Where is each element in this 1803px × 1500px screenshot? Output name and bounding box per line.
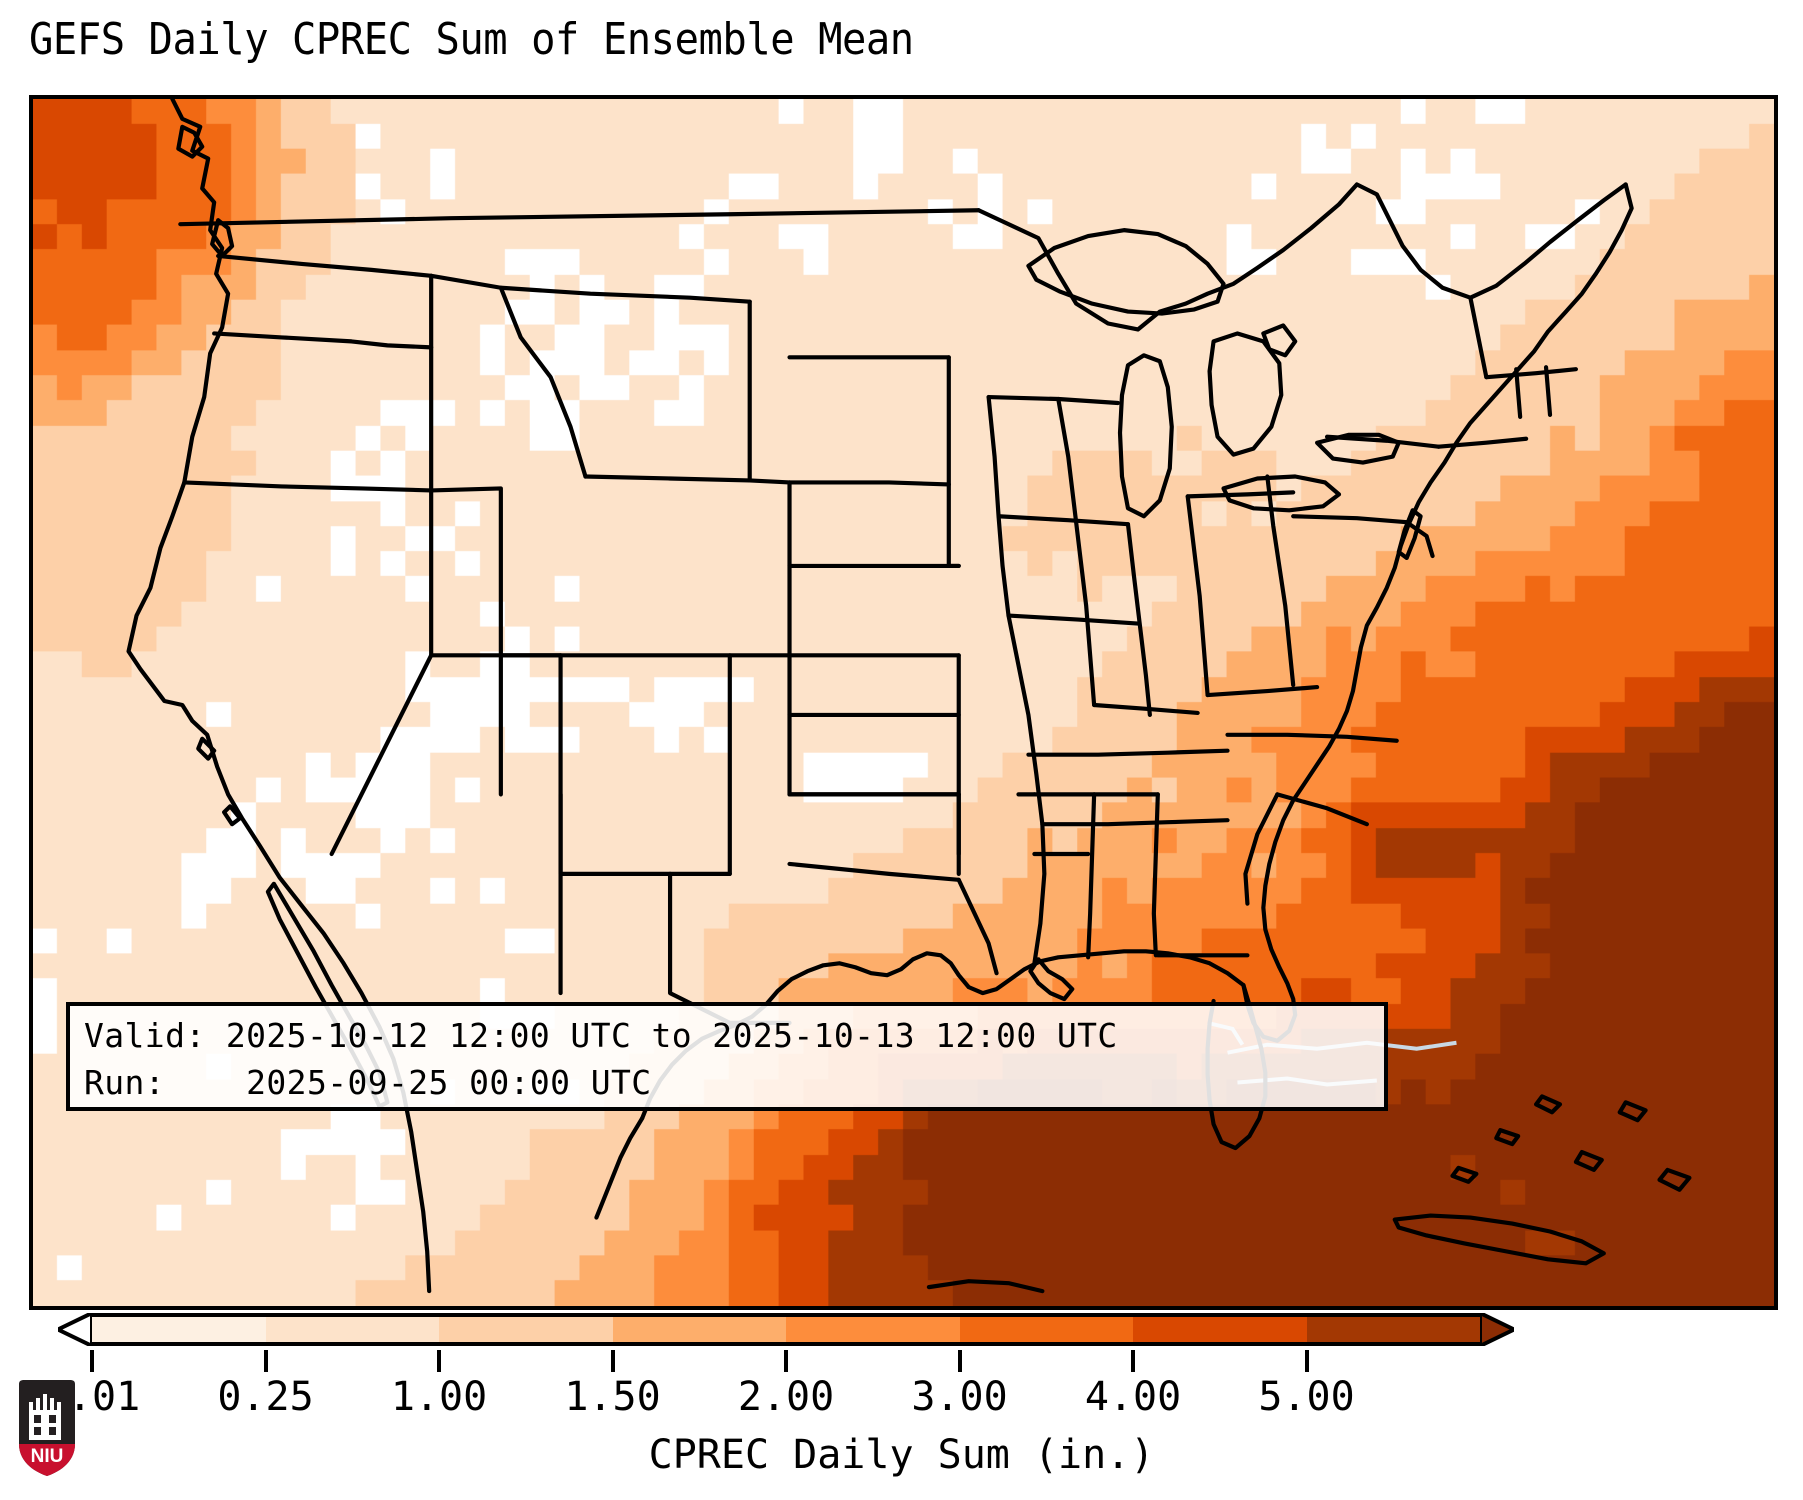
colorbar-tick-6: [1131, 1350, 1135, 1372]
colorbar-segment-1: [265, 1317, 439, 1342]
page-title: GEFS Daily CPREC Sum of Ensemble Mean: [29, 14, 914, 65]
run-time-line: Run: 2025-09-25 00:00 UTC: [84, 1063, 652, 1102]
colorbar-tick-0: [90, 1350, 94, 1372]
colorbar-tick-5: [957, 1350, 962, 1372]
colorbar-tick-label-4: 2.00: [737, 1374, 835, 1420]
colorbar-segment-6: [1133, 1317, 1307, 1342]
colorbar-tick-4: [784, 1350, 788, 1372]
colorbar: [0, 1313, 1803, 1353]
colorbar-tick-7: [1304, 1350, 1309, 1372]
logo-castle-windows: [34, 1415, 56, 1435]
colorbar-over-arrow: [1480, 1313, 1514, 1346]
colorbar-tick-label-2: 1.00: [390, 1374, 488, 1420]
colorbar-tick-label-1: 0.25: [217, 1374, 314, 1420]
colorbar-tick-2: [437, 1350, 441, 1372]
colorbar-segment-4: [786, 1317, 960, 1342]
colorbar-under-arrow: [58, 1313, 92, 1346]
colorbar-axis-label: CPREC Daily Sum (in.): [648, 1432, 1155, 1478]
niu-logo: NIU: [19, 1380, 75, 1476]
colorbar-tick-1: [263, 1350, 268, 1372]
colorbar-tick-label-3: 1.50: [564, 1374, 661, 1420]
map-boundaries-overlay: [126, 99, 1692, 1294]
colorbar-segment-0: [92, 1317, 266, 1342]
colorbar-segment-2: [439, 1317, 613, 1342]
logo-shield-lower: [19, 1444, 75, 1476]
colorbar-segment-3: [612, 1317, 786, 1342]
validity-info-box: Valid: 2025-10-12 12:00 UTC to 2025-10-1…: [66, 1002, 1388, 1111]
colorbar-tick-label-6: 4.00: [1084, 1374, 1182, 1420]
valid-time-line: Valid: 2025-10-12 12:00 UTC to 2025-10-1…: [84, 1016, 1118, 1055]
colorbar-segment-7: [1306, 1317, 1480, 1342]
colorbar-segment-5: [959, 1317, 1133, 1342]
map-figure: Valid: 2025-10-12 12:00 UTC to 2025-10-1…: [29, 95, 1778, 1310]
logo-text: NIU: [31, 1446, 64, 1467]
colorbar-gradient: [92, 1313, 1480, 1346]
colorbar-tick-label-7: 5.00: [1258, 1374, 1355, 1420]
colorbar-tick-label-5: 3.00: [911, 1374, 1008, 1420]
colorbar-tick-3: [610, 1350, 615, 1372]
